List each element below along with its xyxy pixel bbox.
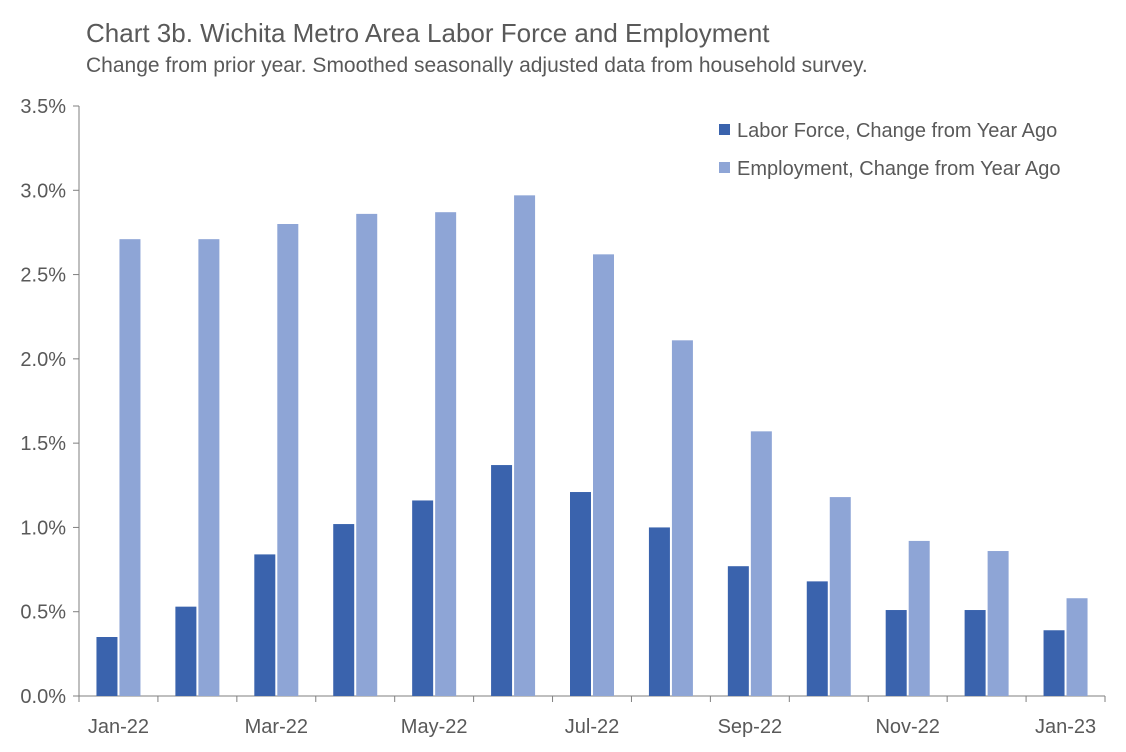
y-tick-label: 0.0% — [20, 686, 66, 708]
labor-force-bar — [96, 637, 118, 696]
employment-bar — [198, 239, 220, 696]
y-tick-label: 0.5% — [20, 602, 66, 624]
labor-force-bar — [333, 524, 355, 696]
y-tick-label: 1.5% — [20, 433, 66, 455]
employment-bar — [514, 195, 536, 697]
labor-force-bar — [806, 581, 828, 696]
employment-bar — [1066, 598, 1088, 696]
chart-subtitle: Change from prior year. Smoothed seasona… — [86, 54, 868, 77]
employment-bar — [593, 254, 614, 697]
y-tick-label: 2.5% — [20, 265, 66, 287]
y-tick-label: 3.0% — [20, 180, 66, 202]
x-tick-label: Nov-22 — [875, 716, 939, 738]
employment-bar — [908, 540, 930, 696]
labor-force-bar — [964, 610, 986, 696]
chart-title: Chart 3b. Wichita Metro Area Labor Force… — [86, 18, 770, 48]
y-tick-label: 2.0% — [20, 349, 66, 371]
employment-bar — [671, 340, 693, 696]
labor-force-bar — [254, 554, 276, 696]
employment-bar — [356, 213, 378, 696]
labor-force-bar — [1043, 630, 1065, 696]
y-tick-label: 1.0% — [20, 517, 66, 539]
employment-bar — [829, 497, 851, 696]
legend-swatch-employment — [719, 162, 730, 173]
legend-label-employment: Employment, Change from Year Ago — [737, 158, 1061, 180]
labor-force-bar — [727, 566, 749, 696]
y-tick-label: 3.5% — [20, 96, 66, 118]
labor-force-bar — [885, 610, 907, 696]
x-tick-label: May-22 — [401, 716, 468, 738]
legend-label-labor-force: Labor Force, Change from Year Ago — [737, 120, 1057, 142]
x-tick-label: Jan-23 — [1035, 716, 1096, 738]
employment-bar — [277, 224, 299, 696]
employment-bar — [119, 239, 141, 696]
employment-bar — [435, 212, 457, 696]
labor-force-bar — [491, 465, 513, 696]
legend-swatch-labor-force — [719, 124, 730, 135]
labor-force-bar — [175, 606, 197, 696]
labor-force-bar — [412, 500, 434, 696]
x-tick-label: Jul-22 — [565, 716, 619, 738]
employment-bar — [987, 551, 1009, 696]
x-tick-label: Mar-22 — [245, 716, 308, 738]
labor-force-bar — [570, 492, 591, 696]
employment-bar — [750, 431, 772, 696]
x-tick-label: Jan-22 — [88, 716, 149, 738]
labor-force-bar — [648, 527, 670, 696]
x-tick-label: Sep-22 — [718, 716, 783, 738]
